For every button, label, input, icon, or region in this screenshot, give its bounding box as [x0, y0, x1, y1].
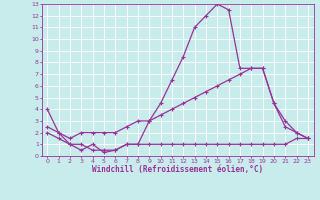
X-axis label: Windchill (Refroidissement éolien,°C): Windchill (Refroidissement éolien,°C): [92, 165, 263, 174]
